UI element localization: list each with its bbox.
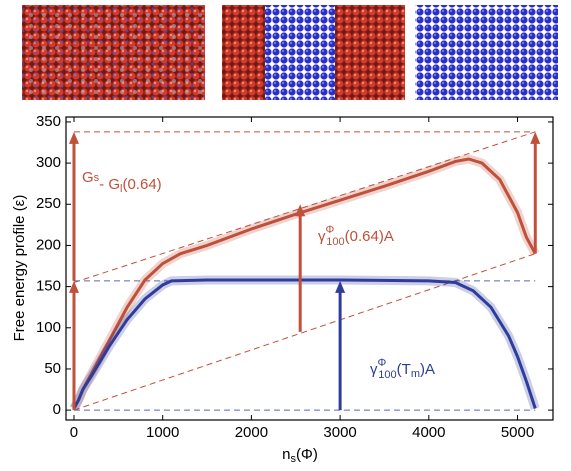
arrow-head: [530, 131, 541, 144]
y-tick-label: 200: [36, 236, 61, 253]
arrow-head: [68, 280, 79, 293]
reference-line: [73, 253, 536, 411]
arrow-head: [335, 280, 346, 293]
snapshot-texture: [22, 5, 205, 100]
x-axis-label-part: s: [290, 453, 296, 465]
annotation: γΦ 100(Tm)A: [370, 357, 435, 381]
annotation: γΦ 100(0.64)A: [318, 224, 394, 248]
y-tick-label: 350: [36, 113, 61, 130]
annotation-part: Φ: [326, 224, 335, 236]
x-tick-label: 0: [70, 424, 78, 441]
y-tick-label: 50: [44, 360, 61, 377]
annotation: Gs- Gl(0.64): [82, 169, 162, 195]
annotation-part: l: [120, 183, 122, 195]
reference-line: [73, 131, 536, 283]
x-axis-label-part: (Φ): [296, 446, 318, 463]
x-axis-label: ns(Φ): [282, 446, 318, 465]
x-tick-label: 2000: [235, 424, 268, 441]
annotation-part: γ: [318, 228, 326, 245]
x-tick-label: 5000: [501, 424, 534, 441]
y-tick-label: 0: [53, 401, 61, 418]
annotation-part: - G: [99, 176, 120, 193]
series-line: [72, 157, 537, 410]
annotation-part: G: [82, 169, 94, 186]
annotation-part: 100: [326, 236, 344, 248]
annotation-part: (0.64): [122, 176, 161, 193]
y-tick-label: 100: [36, 319, 61, 336]
plot-frame: [65, 116, 554, 421]
annotation-part: (0.64)A: [345, 228, 394, 245]
y-axis-label: Free energy profile (ε): [11, 195, 28, 342]
annotation-part: Φ: [378, 357, 387, 369]
y-tick-label: 300: [36, 154, 61, 171]
x-axis-label-part: n: [282, 446, 290, 463]
annotation-part: m: [411, 368, 420, 380]
x-tick-label: 4000: [412, 424, 445, 441]
annotation-part: (T: [397, 361, 411, 378]
coexist-snapshot-left: [222, 5, 265, 100]
arrow-head: [68, 131, 79, 144]
y-tick-label: 150: [36, 278, 61, 295]
y-tick-label: 250: [36, 195, 61, 212]
annotation-part: s: [94, 172, 100, 184]
x-tick-label: 1000: [146, 424, 179, 441]
coexist-snapshot-solid: [265, 5, 335, 100]
solid-snapshot: [415, 5, 558, 100]
annotation-part: 100: [378, 369, 396, 381]
x-tick-label: 3000: [323, 424, 356, 441]
coexist-snapshot-right: [335, 5, 405, 100]
annotation-part: )A: [420, 361, 435, 378]
annotation-part: γ: [370, 361, 378, 378]
snapshots: [22, 5, 558, 100]
arrow-head: [295, 204, 306, 217]
series-line: [72, 278, 537, 410]
